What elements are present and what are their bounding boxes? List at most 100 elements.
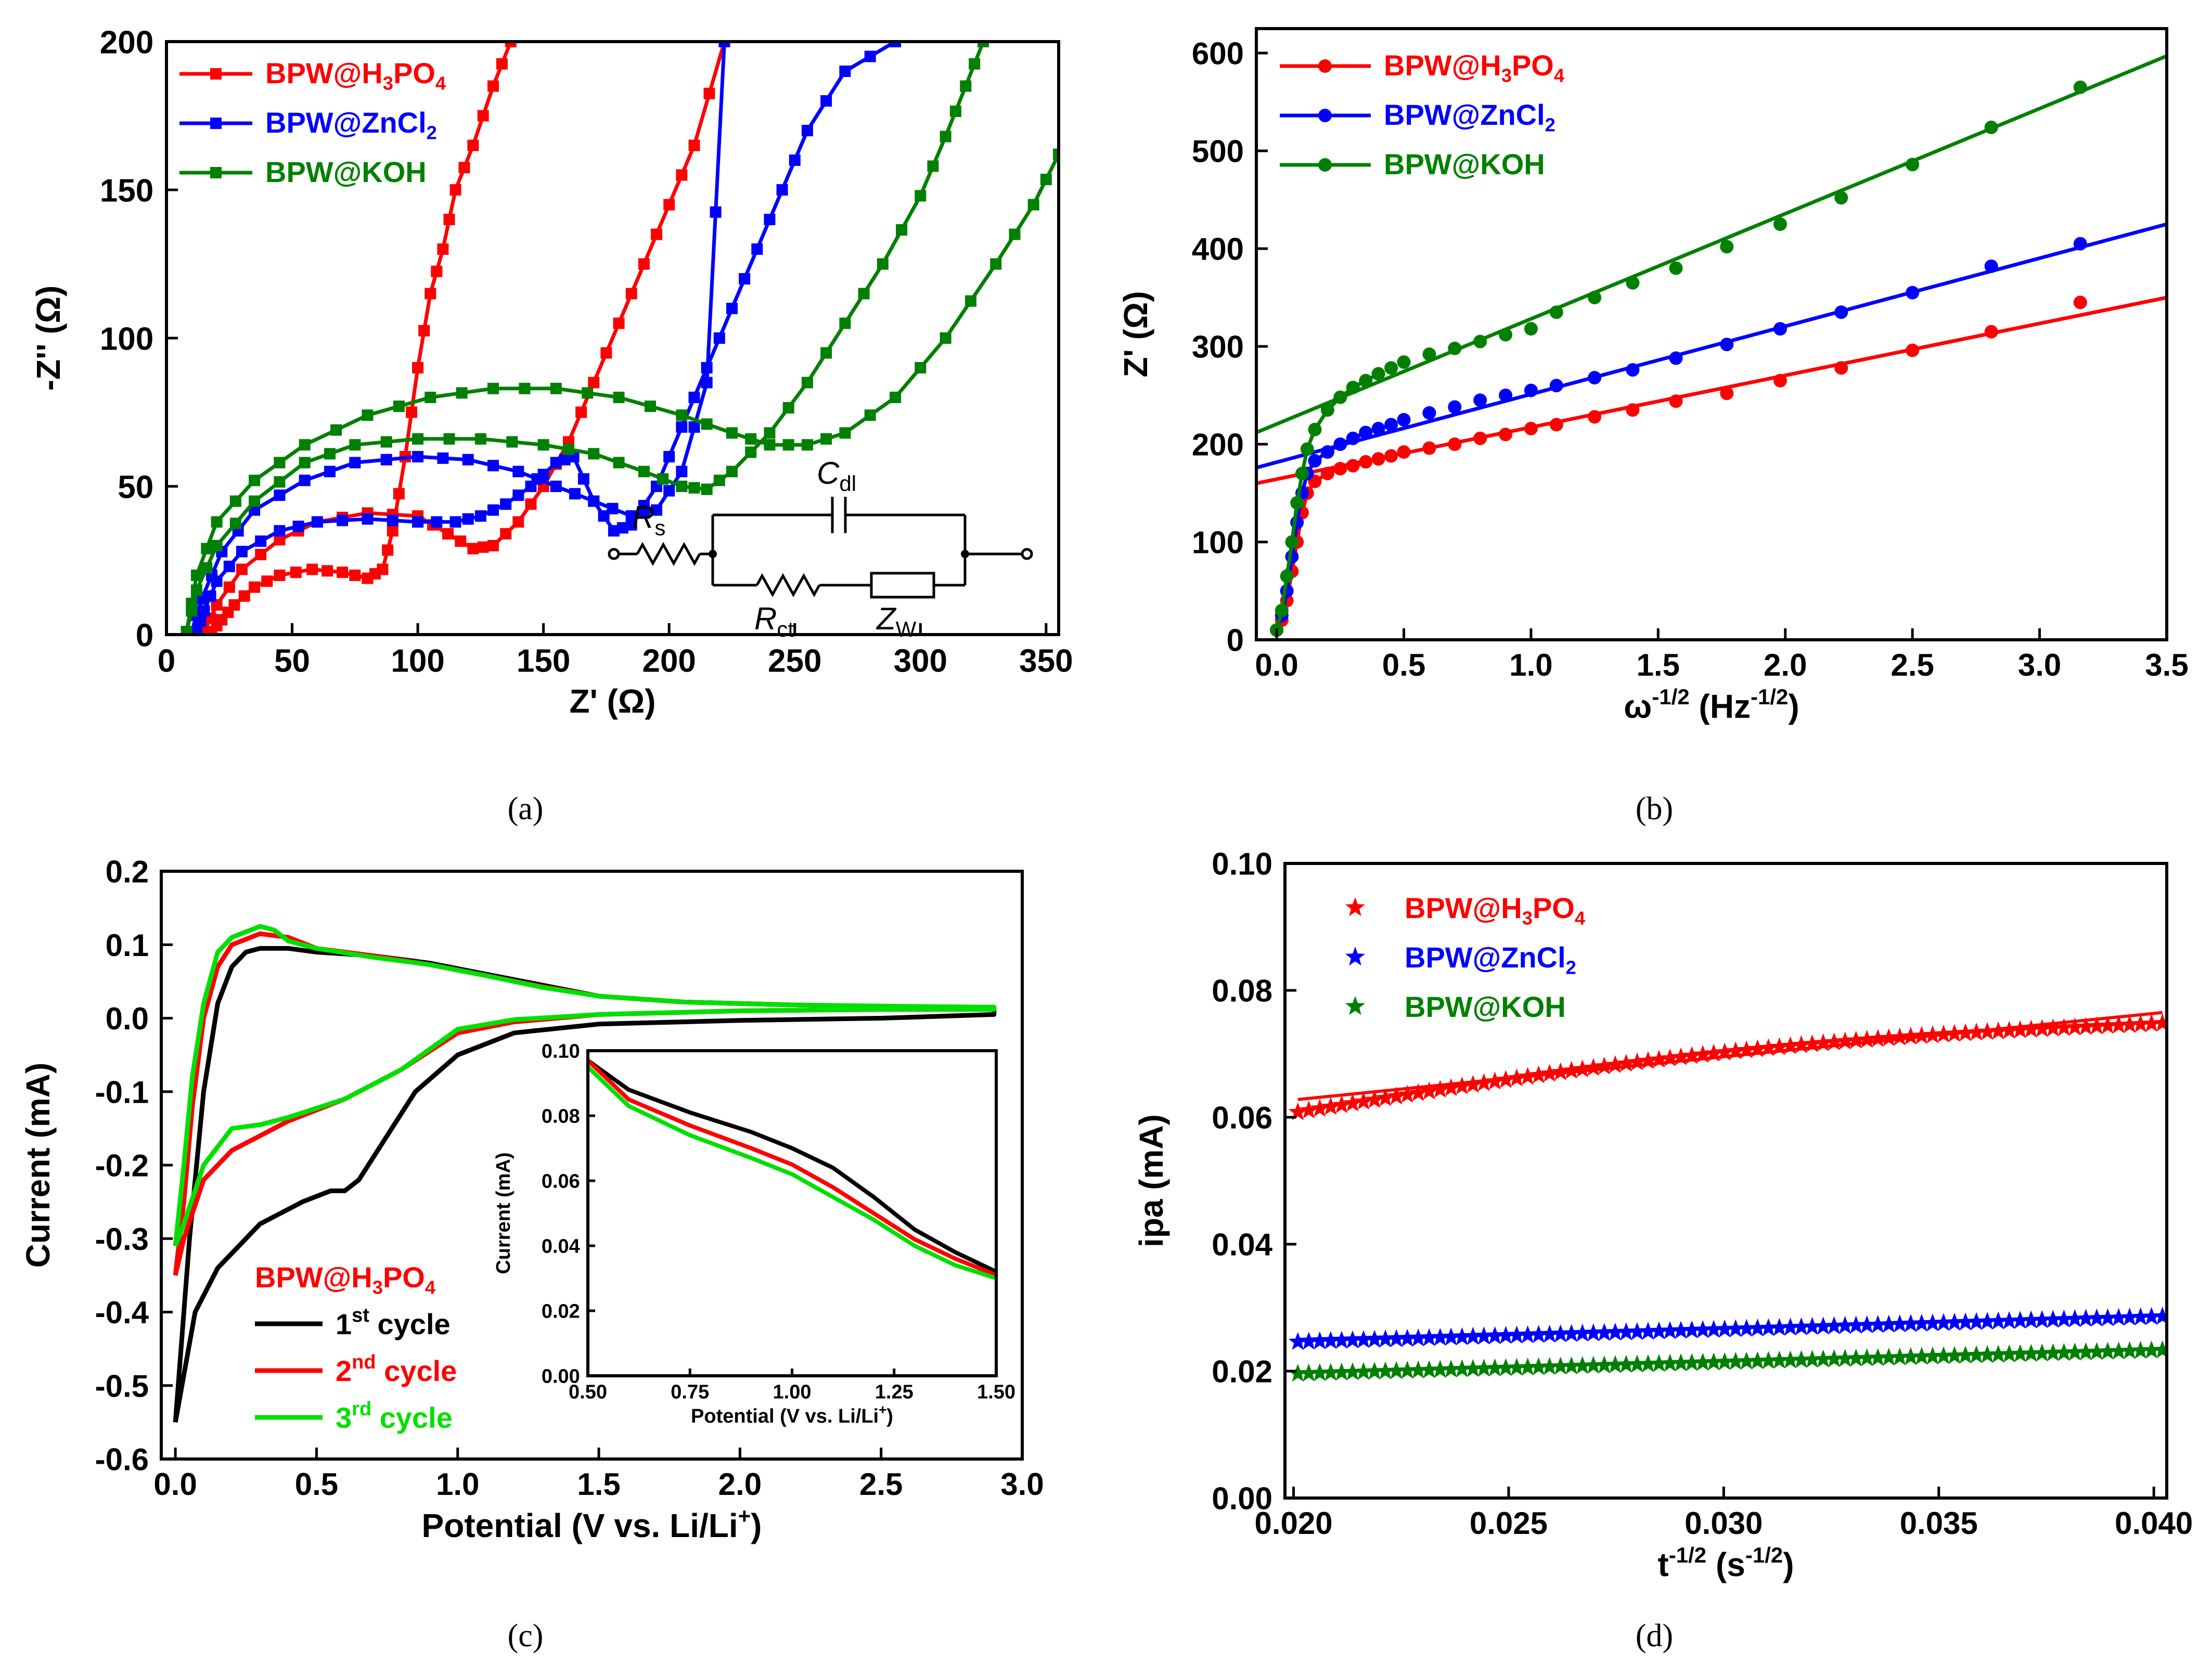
rs-label: Rs	[632, 500, 665, 540]
data-point	[1474, 1326, 1494, 1345]
data-point	[2054, 1343, 2074, 1361]
data-point	[613, 392, 625, 403]
data-point	[1594, 1323, 1614, 1341]
data-point	[1868, 1029, 1887, 1047]
data-point	[764, 214, 776, 225]
data-point	[1737, 1040, 1756, 1059]
data-point	[425, 392, 436, 403]
data-point	[1365, 1361, 1384, 1380]
data-point	[443, 433, 455, 445]
data-point	[1507, 1068, 1526, 1087]
y-tick-label: 200	[100, 24, 153, 60]
data-point	[1333, 390, 1347, 404]
y-tick-label: 200	[1192, 428, 1244, 462]
x-tick-label: 100	[391, 643, 444, 679]
data-point	[1346, 459, 1360, 473]
data-point	[1384, 449, 1398, 463]
data-point	[726, 303, 738, 314]
data-point	[337, 514, 349, 526]
legend-swatch-marker	[1318, 158, 1332, 172]
data-point	[299, 474, 311, 486]
data-point	[663, 451, 675, 462]
data-point	[211, 516, 223, 528]
data-point	[2000, 1021, 2019, 1039]
data-point	[1409, 1360, 1428, 1378]
data-point	[1650, 1321, 1669, 1339]
data-point	[1371, 452, 1385, 466]
x-tick-label: 1.5	[577, 1467, 620, 1502]
panel-d-ipa-vs-t: 0.020 0.025 0.030 0.035 0.040 0.00 0.02 0.04 0.0…	[1133, 847, 2193, 1654]
data-point	[1770, 1037, 1789, 1055]
data-point	[1671, 1047, 1691, 1065]
y-axis-label: Current (mA)	[19, 1063, 57, 1268]
y-tick-label: 0.00	[542, 1366, 580, 1388]
data-point	[1499, 428, 1513, 442]
plot-area	[1288, 1011, 2167, 1382]
data-point	[820, 95, 832, 107]
data-point	[1934, 1346, 1953, 1364]
data-point	[1901, 1347, 1920, 1365]
data-point	[710, 206, 722, 218]
data-point	[437, 452, 449, 464]
data-point	[223, 560, 235, 572]
data-point	[1573, 1356, 1592, 1374]
data-point	[1984, 325, 1998, 339]
data-point	[1333, 437, 1347, 451]
data-point	[1371, 367, 1385, 381]
data-point	[412, 516, 424, 528]
data-point	[651, 228, 663, 240]
data-point	[1549, 418, 1563, 432]
data-point	[238, 590, 250, 602]
inset-plot-area	[588, 1059, 996, 1281]
data-point	[676, 409, 688, 421]
data-point	[2065, 1343, 2085, 1361]
data-point	[1551, 1062, 1570, 1080]
data-point	[1879, 1348, 1898, 1366]
data-point	[1715, 1042, 1734, 1061]
x-tick-label: 50	[274, 643, 310, 679]
y-tick-label: 0.00	[1212, 1481, 1272, 1516]
y-tick-label: 0.08	[1212, 974, 1272, 1009]
data-point	[1638, 1354, 1658, 1372]
legend-label: BPW@ZnCl2	[1405, 941, 1576, 978]
data-point	[1605, 1355, 1625, 1373]
data-point	[2043, 1018, 2063, 1037]
y-tick-label: 0	[136, 617, 153, 653]
data-point	[1354, 1362, 1373, 1380]
data-point	[311, 516, 323, 528]
y-tick-label: 100	[100, 321, 153, 357]
data-point	[598, 510, 610, 522]
y-tick-label: 0.0	[106, 1001, 149, 1036]
data-point	[1726, 1319, 1745, 1337]
x-tick-label: 1.0	[436, 1467, 479, 1502]
data-point	[274, 476, 286, 488]
data-point	[1835, 1349, 1855, 1367]
data-point	[1781, 1318, 1800, 1336]
data-point	[1594, 1056, 1614, 1075]
data-point	[1669, 351, 1683, 365]
data-point	[1879, 1314, 1898, 1333]
data-point	[1868, 1348, 1887, 1366]
legend-label: BPW@H3PO4	[1384, 49, 1565, 86]
data-point	[1463, 1075, 1483, 1093]
y-tick-label: 100	[1192, 525, 1244, 560]
legend-swatch-marker	[1318, 59, 1332, 73]
data-point	[1485, 1072, 1504, 1090]
data-point	[1549, 305, 1563, 319]
data-point	[236, 546, 248, 558]
data-point	[2120, 1307, 2139, 1326]
data-point	[726, 427, 738, 439]
data-point	[588, 377, 600, 389]
legend-label: 2nd cycle	[336, 1351, 457, 1387]
data-point	[1359, 425, 1373, 440]
data-point	[2033, 1310, 2052, 1328]
y-tick-label: 0.04	[1212, 1228, 1272, 1262]
data-point	[1834, 305, 1848, 319]
data-point	[2109, 1015, 2128, 1034]
y-tick-label: 0.02	[542, 1301, 580, 1323]
rct-resistor	[755, 573, 821, 598]
data-point	[431, 516, 443, 528]
data-point	[1321, 1097, 1340, 1115]
data-point	[1376, 1329, 1395, 1348]
x-tick-label: 1.5	[1637, 648, 1680, 682]
